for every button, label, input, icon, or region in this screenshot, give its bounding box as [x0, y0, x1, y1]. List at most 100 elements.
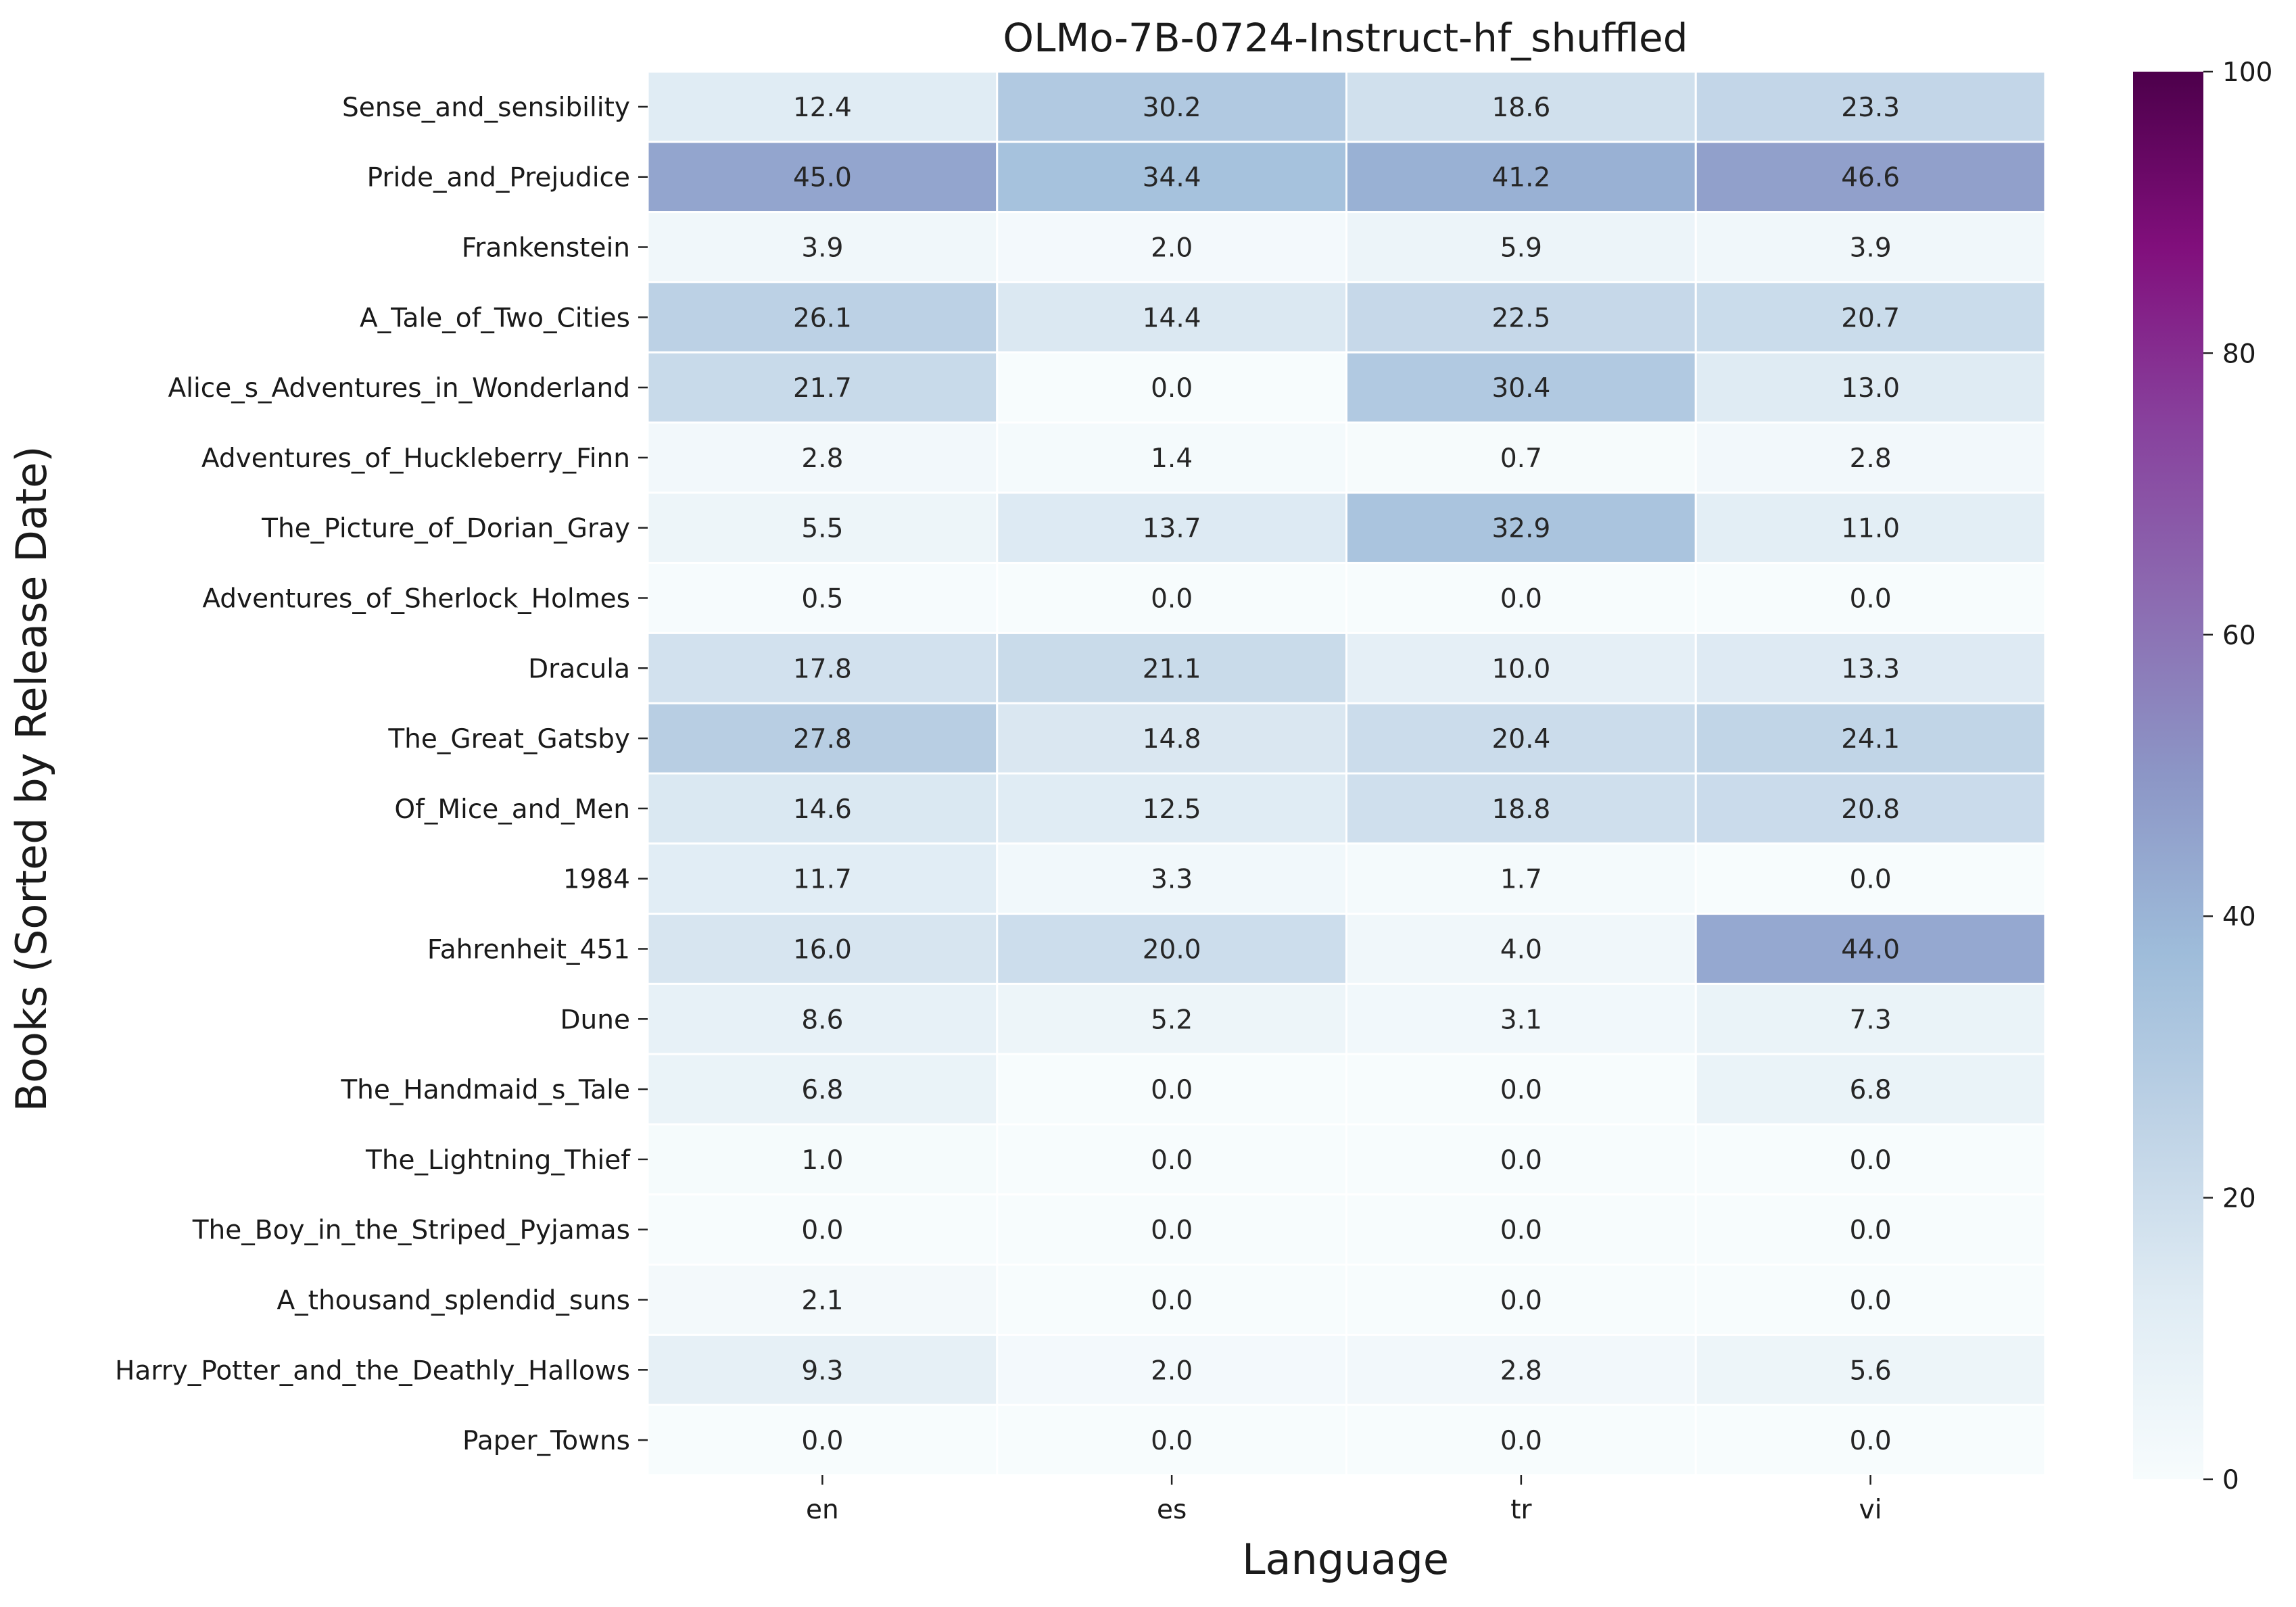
heatmap-cell — [646, 1123, 999, 1196]
cell-value-label: 1.7 — [1500, 865, 1542, 895]
heatmap-cell — [1694, 772, 2047, 845]
cell-value-label: 17.8 — [793, 654, 852, 684]
cell-value-label: 41.2 — [1491, 163, 1550, 193]
heatmap-cell — [1694, 421, 2047, 494]
colorbar-tick-label: 80 — [2222, 339, 2256, 369]
x-axis-ticks: en es tr vi — [806, 1475, 1882, 1525]
colorbar-tick-label: 100 — [2222, 57, 2272, 88]
cell-value-label: 0.0 — [1500, 1216, 1542, 1246]
colorbar-tick-label: 20 — [2222, 1184, 2256, 1214]
cell-value-label: 3.3 — [1151, 865, 1193, 895]
cell-value-label: 0.0 — [1151, 1286, 1193, 1316]
heatmap-cell — [1694, 281, 2047, 354]
cell-value-label: 0.0 — [1151, 584, 1193, 615]
heatmap-cell — [1345, 842, 1697, 915]
heatmap-cell — [646, 702, 999, 775]
cell-value-label: 30.2 — [1143, 93, 1201, 123]
cell-value-label: 0.0 — [1850, 1426, 1892, 1456]
x-tick-label: vi — [1859, 1495, 1882, 1525]
cell-value-label: 13.3 — [1841, 654, 1900, 684]
cell-value-label: 34.4 — [1143, 163, 1201, 193]
heatmap-cell — [996, 141, 1347, 214]
heatmap-cells — [646, 70, 2047, 1477]
y-tick-label: Paper_Towns — [462, 1426, 630, 1456]
y-tick-label: Adventures_of_Sherlock_Holmes — [202, 584, 630, 615]
y-tick-label: 1984 — [563, 865, 630, 895]
heatmap-cell — [1345, 982, 1697, 1055]
heatmap-cell — [1694, 1333, 2047, 1406]
cell-value-label: 32.9 — [1491, 514, 1550, 544]
cell-value-label: 45.0 — [793, 163, 852, 193]
y-tick-label: Harry_Potter_and_the_Deathly_Hallows — [115, 1356, 630, 1386]
heatmap-cell — [1694, 702, 2047, 775]
cell-value-label: 14.4 — [1143, 303, 1201, 333]
heatmap-cell — [1694, 351, 2047, 424]
heatmap-cell — [1694, 982, 2047, 1055]
heatmap-cell — [1345, 1333, 1697, 1406]
cell-value-label: 0.0 — [1500, 1426, 1542, 1456]
y-tick-label: A_Tale_of_Two_Cities — [360, 303, 630, 333]
cell-value-label: 2.8 — [1850, 443, 1892, 474]
cell-value-label: 23.3 — [1841, 93, 1900, 123]
y-tick-label: The_Handmaid_s_Tale — [340, 1075, 630, 1105]
cell-value-label: 13.7 — [1143, 514, 1201, 544]
heatmap-cell — [1694, 70, 2047, 143]
cell-value-label: 0.0 — [1151, 1075, 1193, 1105]
cell-value-label: 2.1 — [801, 1286, 843, 1316]
cell-value-label: 18.8 — [1491, 794, 1550, 825]
cell-value-label: 0.0 — [1850, 584, 1892, 615]
heatmap-cell — [646, 1333, 999, 1406]
heatmap-cell — [996, 982, 1347, 1055]
heatmap-cell — [996, 281, 1347, 354]
x-axis-label: Language — [1242, 1535, 1449, 1584]
cell-value-label: 44.0 — [1841, 935, 1900, 965]
cell-value-label: 18.6 — [1491, 93, 1550, 123]
cell-value-label: 2.0 — [1151, 1356, 1193, 1386]
heatmap-cell — [996, 421, 1347, 494]
heatmap-cell — [996, 351, 1347, 424]
cell-value-label: 0.0 — [1151, 373, 1193, 404]
heatmap-cell — [1694, 913, 2047, 985]
cell-value-label: 20.8 — [1841, 794, 1900, 825]
heatmap-cell — [646, 913, 999, 985]
heatmap-cell — [646, 421, 999, 494]
cell-value-label: 1.0 — [801, 1145, 843, 1176]
heatmap-cell — [1694, 491, 2047, 565]
y-tick-label: Adventures_of_Huckleberry_Finn — [201, 443, 630, 474]
cell-value-label: 10.0 — [1491, 654, 1550, 684]
heatmap-cell — [1694, 1123, 2047, 1196]
cell-value-label: 0.0 — [1500, 1286, 1542, 1316]
colorbar-tick-label: 0 — [2222, 1465, 2239, 1495]
heatmap-cell — [1345, 351, 1697, 424]
cell-value-label: 14.6 — [793, 794, 852, 825]
cell-value-label: 0.0 — [1850, 865, 1892, 895]
y-tick-label: Fahrenheit_451 — [427, 935, 630, 965]
heatmap-cell — [996, 1193, 1347, 1266]
colorbar-tick-label: 60 — [2222, 621, 2256, 651]
heatmap-cell — [646, 562, 999, 634]
heatmap-cell — [1345, 772, 1697, 845]
cell-value-label: 5.6 — [1850, 1356, 1892, 1386]
cell-value-label: 6.8 — [1850, 1075, 1892, 1105]
cell-value-label: 0.0 — [1500, 1145, 1542, 1176]
cell-value-label: 24.1 — [1841, 724, 1900, 754]
heatmap-cell-labels: 12.4 30.2 18.6 23.3 45.0 34.4 41.2 46.6 3.9 2.0 5.… — [793, 93, 1900, 1456]
heatmap-cell — [1345, 70, 1697, 143]
heatmap-cell — [1345, 491, 1697, 565]
cell-value-label: 26.1 — [793, 303, 852, 333]
cell-value-label: 5.5 — [801, 514, 843, 544]
heatmap-cell — [996, 211, 1347, 283]
cell-value-label: 16.0 — [793, 935, 852, 965]
heatmap-cell — [996, 70, 1347, 143]
x-tick-label: es — [1157, 1495, 1187, 1525]
cell-value-label: 2.8 — [801, 443, 843, 474]
heatmap-cell — [996, 1333, 1347, 1406]
cell-value-label: 20.7 — [1841, 303, 1900, 333]
cell-value-label: 13.0 — [1841, 373, 1900, 404]
heatmap-cell — [1345, 562, 1697, 634]
cell-value-label: 14.8 — [1143, 724, 1201, 754]
cell-value-label: 2.0 — [1151, 233, 1193, 264]
heatmap-cell — [996, 1264, 1347, 1336]
cell-value-label: 5.2 — [1151, 1005, 1193, 1035]
